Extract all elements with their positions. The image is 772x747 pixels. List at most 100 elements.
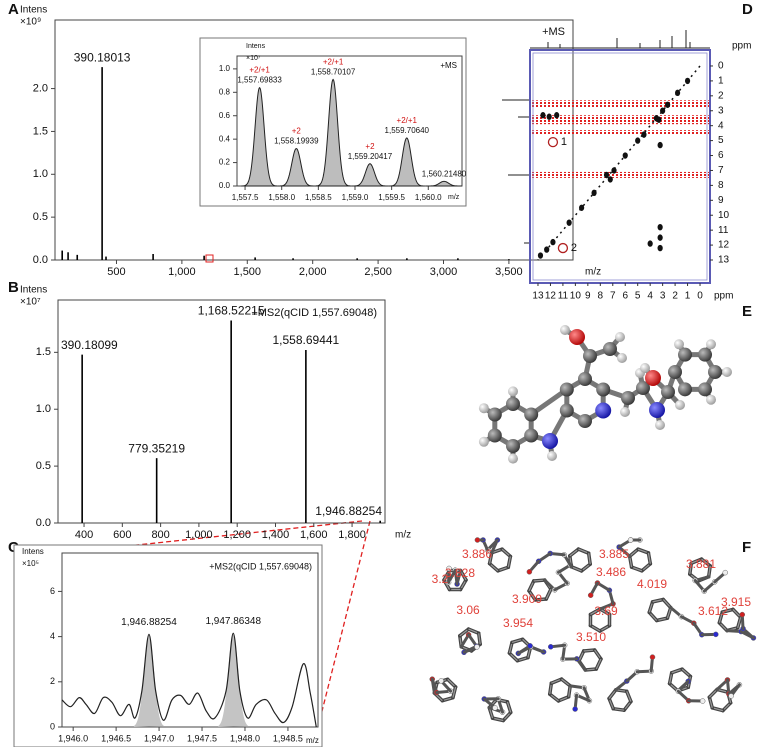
atom <box>596 382 611 397</box>
stick-highlight <box>623 701 632 711</box>
charge-label: +2/+1 <box>249 66 270 75</box>
stick-highlight <box>497 566 509 572</box>
stick-highlight <box>629 548 639 557</box>
plot-frame <box>54 19 574 261</box>
x-tick-label: 8 <box>598 291 604 302</box>
stick-highlight <box>528 590 536 601</box>
atom <box>649 654 656 660</box>
cross-peak <box>665 101 671 108</box>
y-axis-label: Intens <box>20 285 47 296</box>
atom <box>617 353 627 363</box>
stick-highlight <box>631 566 643 572</box>
x-tick-label: 2,500 <box>364 266 392 278</box>
x-tick-label: 400 <box>75 529 93 541</box>
peak <box>241 86 278 187</box>
stick-highlight <box>569 548 579 557</box>
band <box>530 115 710 125</box>
atom <box>559 382 574 397</box>
stick-highlight <box>545 588 552 600</box>
cross-peak <box>656 116 662 123</box>
chart-title: +MS <box>542 26 565 38</box>
y-tick-label: 0 <box>50 721 55 731</box>
stick-highlight <box>549 693 559 702</box>
stick-highlight <box>507 556 511 568</box>
y-multiplier: ×10⁷ <box>246 55 261 62</box>
stick-highlight <box>701 558 711 567</box>
y-tick-label: 10 <box>718 210 730 221</box>
stick-highlight <box>468 628 479 634</box>
atom <box>621 391 635 405</box>
y-tick-label: 1.5 <box>33 125 48 137</box>
atom <box>595 402 612 419</box>
stick-highlight <box>722 702 732 712</box>
stick-highlight <box>599 625 610 632</box>
peak-label: 1,946.88254 <box>121 617 177 628</box>
x-tick-label: 7 <box>610 291 616 302</box>
cross-peak <box>591 189 597 197</box>
peak <box>277 147 315 187</box>
stick-highlight <box>689 563 692 575</box>
stick-highlight <box>452 686 457 698</box>
atom <box>698 382 712 397</box>
x-tick-label: 9 <box>585 291 591 302</box>
atom <box>508 386 518 397</box>
x-tick-label: 6 <box>622 291 628 302</box>
cross-peak <box>607 176 613 183</box>
y-tick-label: 1.5 <box>36 346 51 358</box>
stick-highlight <box>578 548 589 554</box>
atom <box>474 537 481 543</box>
stick-highlight <box>608 689 617 699</box>
x-axis-label: ppm <box>714 291 733 302</box>
cross-peak <box>611 167 617 174</box>
atom <box>559 403 574 418</box>
y-tick-label: 0.2 <box>219 158 231 167</box>
y-tick-label: 1.0 <box>33 168 48 180</box>
y-tick-label: 6 <box>50 586 55 596</box>
band <box>530 130 710 135</box>
plot-frame <box>529 49 711 284</box>
cross-peak <box>657 223 663 231</box>
x-tick-label: 1,000 <box>168 266 196 278</box>
y-tick-label: 0.0 <box>219 181 231 190</box>
cross-peak <box>657 141 663 149</box>
x-tick-label: 1,946.5 <box>101 733 131 743</box>
stick-highlight <box>648 611 658 621</box>
plot-frame-inner <box>532 52 708 281</box>
plot-frame <box>61 552 319 728</box>
cross-peak <box>546 113 552 120</box>
x-tick-label: 1,558.0 <box>268 193 295 202</box>
atom <box>655 420 665 430</box>
y-tick-label: 9 <box>718 195 724 206</box>
stick-highlight <box>443 579 451 590</box>
x-tick-label: 1,558.5 <box>305 193 332 202</box>
x-tick-label: 1,948.5 <box>273 733 303 743</box>
stick-highlight <box>549 683 552 695</box>
stick-highlight <box>517 657 529 662</box>
stick-highlight <box>588 553 591 565</box>
stick-highlight <box>718 622 728 632</box>
panel-label: D <box>742 1 753 18</box>
stick-highlight <box>581 563 591 572</box>
distance-label: 3.612 <box>698 604 728 618</box>
peak-label: 390.18099 <box>61 338 118 352</box>
distance-label: 3.69 <box>594 604 618 618</box>
charge-label: +2/+1 <box>397 116 418 125</box>
precursor-box <box>205 254 214 263</box>
atom <box>640 363 650 373</box>
cross-peak <box>550 238 556 246</box>
stick-highlight <box>578 650 585 662</box>
x-tick-label: 1,000 <box>185 529 213 541</box>
x-tick-label: 800 <box>151 529 169 541</box>
y-tick-label: 0.6 <box>219 111 231 120</box>
stick-highlight <box>447 678 456 688</box>
band <box>530 171 710 178</box>
annotation-label: 2 <box>571 242 577 254</box>
atom <box>615 332 625 342</box>
y-tick-label: 0.4 <box>219 134 231 143</box>
y-tick-label: 1.0 <box>219 64 231 73</box>
cross-peak <box>554 112 560 119</box>
stick-highlight <box>488 699 498 709</box>
stick-highlight <box>722 608 734 613</box>
stick-highlight <box>668 672 673 684</box>
atom <box>587 592 594 599</box>
